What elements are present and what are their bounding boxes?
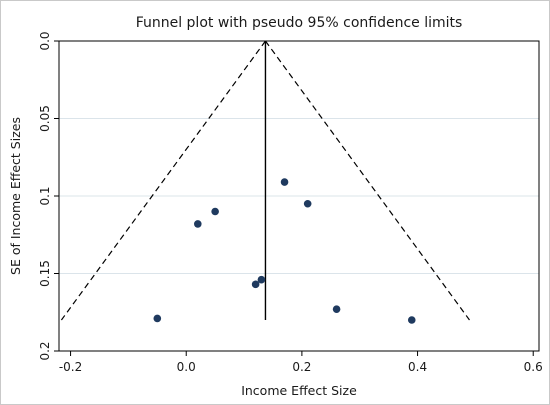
x-tick-label-4: 0.6: [524, 360, 543, 374]
x-tick-label-3: 0.4: [408, 360, 427, 374]
data-point-5: [280, 178, 289, 186]
x-axis: -0.2 0.0 0.2 0.4 0.6: [59, 351, 543, 374]
x-axis-title: Income Effect Size: [241, 383, 357, 398]
y-tick-label-2: 0.1: [38, 186, 52, 205]
funnel-lines: [60, 40, 470, 321]
data-point-3: [251, 280, 260, 289]
data-point-4: [257, 275, 266, 284]
x-tick-label-1: 0.0: [177, 360, 196, 374]
data-point-2: [211, 207, 219, 216]
data-point-8: [407, 316, 416, 324]
y-tick-label-4: 0.2: [38, 341, 52, 360]
grid: [59, 40, 539, 352]
y-axis-title: SE of Income Effect Sizes: [8, 117, 23, 275]
data-point-0: [153, 314, 162, 323]
y-tick-label-0: 0.0: [38, 31, 52, 50]
data-point-1: [193, 220, 202, 228]
data-points: [153, 178, 416, 324]
upper-confidence-limit: [264, 40, 470, 321]
y-tick-label-3: 0.15: [38, 260, 52, 287]
data-point-6: [303, 199, 312, 208]
x-tick-label-0: -0.2: [59, 360, 82, 374]
x-tick-label-2: 0.2: [292, 360, 311, 374]
chart-title: Funnel plot with pseudo 95% confidence l…: [136, 15, 463, 31]
y-tick-label-1: 0.05: [38, 105, 52, 132]
lower-confidence-limit: [60, 40, 266, 321]
y-axis: 0.0 0.05 0.1 0.15 0.2: [38, 31, 59, 361]
data-point-7: [332, 305, 341, 313]
